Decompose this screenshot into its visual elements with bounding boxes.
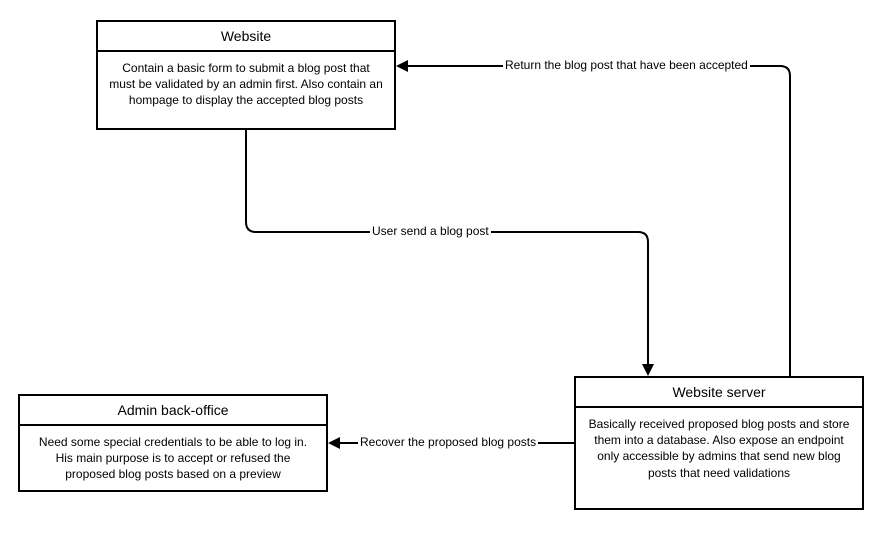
edge-label-recover-proposed: Recover the proposed blog posts: [358, 435, 538, 449]
arrowhead-return-accepted: [396, 60, 408, 72]
node-website-title: Website: [98, 22, 394, 52]
node-server-body: Basically received proposed blog posts a…: [576, 408, 862, 489]
node-server-title: Website server: [576, 378, 862, 408]
node-admin-back-office: Admin back-office Need some special cred…: [18, 394, 328, 492]
node-admin-title: Admin back-office: [20, 396, 326, 426]
arrowhead-user-send: [642, 364, 654, 376]
arrowhead-recover-proposed: [328, 437, 340, 449]
node-website: Website Contain a basic form to submit a…: [96, 20, 396, 130]
node-website-body: Contain a basic form to submit a blog po…: [98, 52, 394, 117]
node-website-server: Website server Basically received propos…: [574, 376, 864, 510]
node-admin-body: Need some special credentials to be able…: [20, 426, 326, 491]
edge-user-send-path: [246, 130, 648, 370]
edge-label-return-accepted: Return the blog post that have been acce…: [503, 58, 750, 72]
edge-return-accepted-path: [402, 66, 790, 376]
edge-label-user-send: User send a blog post: [370, 224, 491, 238]
